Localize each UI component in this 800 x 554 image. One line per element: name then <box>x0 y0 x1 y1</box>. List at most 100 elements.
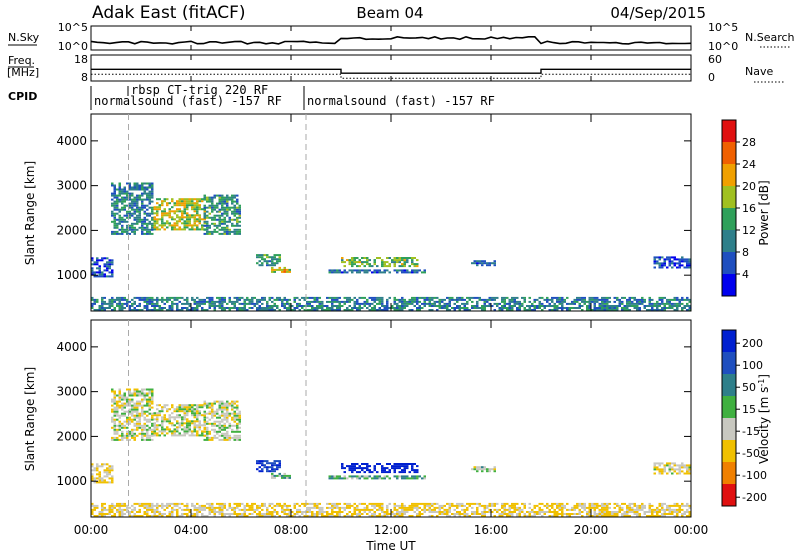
velocity-echo-region-11 <box>381 515 384 517</box>
power-echo-region-3 <box>161 222 164 225</box>
power-echo-region-4 <box>236 216 239 219</box>
power-echo-region-11 <box>433 302 436 305</box>
power-echo-region-11 <box>536 307 539 309</box>
power-echo-region-2 <box>148 228 151 231</box>
power-echo-region-11 <box>288 305 291 307</box>
power-echo-region-3 <box>156 214 159 217</box>
power-echo-region-11 <box>336 307 339 309</box>
velocity-echo-region-3 <box>153 414 156 417</box>
velocity-echo-region-4 <box>203 404 206 407</box>
power-echo-region-11 <box>516 302 519 305</box>
color-swatch <box>722 142 736 164</box>
power-echo-region-5 <box>271 264 274 267</box>
velocity-echo-region-4 <box>203 422 206 425</box>
power-echo-region-11 <box>538 305 541 307</box>
velocity-echo-region-2 <box>151 432 154 435</box>
velocity-echo-region-11 <box>356 513 359 515</box>
velocity-echo-region-8 <box>388 477 391 480</box>
velocity-scale-label: Velocity [m s-1] <box>757 374 771 464</box>
power-echo-region-3 <box>188 198 191 201</box>
power-echo-region-3 <box>161 216 164 219</box>
velocity-echo-region-4 <box>236 438 239 441</box>
velocity-echo-region-4 <box>213 434 216 437</box>
power-echo-region-3 <box>156 198 159 201</box>
velocity-echo-region-11 <box>441 513 444 515</box>
velocity-echo-region-11 <box>521 502 524 505</box>
power-echo-region-3 <box>163 200 166 203</box>
velocity-echo-region-11 <box>528 502 531 505</box>
velocity-echo-region-2 <box>113 396 116 399</box>
velocity-echo-region-11 <box>338 511 341 513</box>
velocity-echo-region-11 <box>151 511 154 513</box>
power-echo-region-11 <box>511 300 514 303</box>
power-echo-region-5 <box>271 256 274 259</box>
power-echo-region-11 <box>678 300 681 303</box>
power-echo-region-2 <box>128 206 131 209</box>
velocity-echo-region-11 <box>423 511 426 513</box>
velocity-echo-region-11 <box>503 506 506 509</box>
velocity-echo-region-11 <box>221 504 224 507</box>
power-echo-region-11 <box>453 302 456 305</box>
velocity-echo-region-11 <box>223 502 226 505</box>
velocity-echo-region-11 <box>506 508 509 511</box>
velocity-echo-region-11 <box>363 511 366 513</box>
power-echo-region-11 <box>616 305 619 307</box>
velocity-echo-region-3 <box>158 434 161 437</box>
velocity-echo-region-4 <box>206 438 209 441</box>
velocity-echo-region-3 <box>198 426 201 429</box>
power-echo-region-1 <box>106 267 109 270</box>
velocity-echo-region-11 <box>328 506 331 509</box>
power-echo-region-11 <box>503 305 506 307</box>
velocity-echo-region-11 <box>683 511 686 513</box>
velocity-echo-region-2 <box>136 406 139 409</box>
velocity-echo-region-11 <box>561 511 564 513</box>
power-echo-region-11 <box>671 307 674 309</box>
velocity-echo-region-2 <box>123 426 126 429</box>
velocity-echo-region-3 <box>153 430 156 433</box>
power-echo-region-3 <box>171 210 174 213</box>
power-echo-region-11 <box>593 305 596 307</box>
velocity-echo-region-7 <box>388 469 391 472</box>
velocity-echo-region-11 <box>366 508 369 511</box>
velocity-echo-region-3 <box>166 428 169 431</box>
velocity-echo-region-2 <box>141 436 144 439</box>
power-echo-region-3 <box>186 224 189 227</box>
power-echo-region-11 <box>258 298 261 301</box>
velocity-echo-region-7 <box>341 465 344 468</box>
power-echo-region-11 <box>126 298 129 301</box>
power-echo-region-5 <box>258 260 261 263</box>
velocity-echo-region-2 <box>136 402 139 405</box>
color-swatch <box>722 120 736 142</box>
velocity-echo-region-11 <box>241 502 244 505</box>
power-echo-region-2 <box>148 190 151 193</box>
velocity-echo-region-11 <box>416 502 419 505</box>
velocity-echo-region-11 <box>203 506 206 509</box>
velocity-echo-region-1 <box>103 469 106 472</box>
power-echo-region-2 <box>136 202 139 205</box>
velocity-echo-region-11 <box>493 515 496 517</box>
velocity-echo-region-3 <box>188 434 191 437</box>
velocity-echo-region-10 <box>663 464 666 467</box>
velocity-echo-region-7 <box>348 465 351 468</box>
power-echo-region-5 <box>266 262 269 265</box>
power-echo-region-11 <box>483 298 486 301</box>
velocity-echo-region-5 <box>256 468 259 471</box>
velocity-echo-region-11 <box>686 515 689 517</box>
velocity-echo-region-11 <box>211 506 214 509</box>
velocity-echo-region-11 <box>456 513 459 515</box>
power-echo-region-11 <box>438 298 441 301</box>
power-echo-region-9 <box>473 260 476 263</box>
power-echo-region-11 <box>513 298 516 301</box>
velocity-echo-region-11 <box>171 508 174 511</box>
velocity-echo-region-11 <box>528 511 531 513</box>
freq-label-bottom: [MHz] <box>7 66 39 79</box>
power-echo-region-2 <box>133 232 136 235</box>
power-echo-region-11 <box>578 296 581 299</box>
velocity-echo-region-4 <box>216 424 219 427</box>
velocity-echo-region-11 <box>641 508 644 511</box>
velocity-echo-region-3 <box>203 424 206 427</box>
velocity-echo-region-11 <box>181 513 184 515</box>
velocity-echo-region-11 <box>208 513 211 515</box>
velocity-echo-region-11 <box>628 504 631 507</box>
power-echo-region-9 <box>478 262 481 265</box>
